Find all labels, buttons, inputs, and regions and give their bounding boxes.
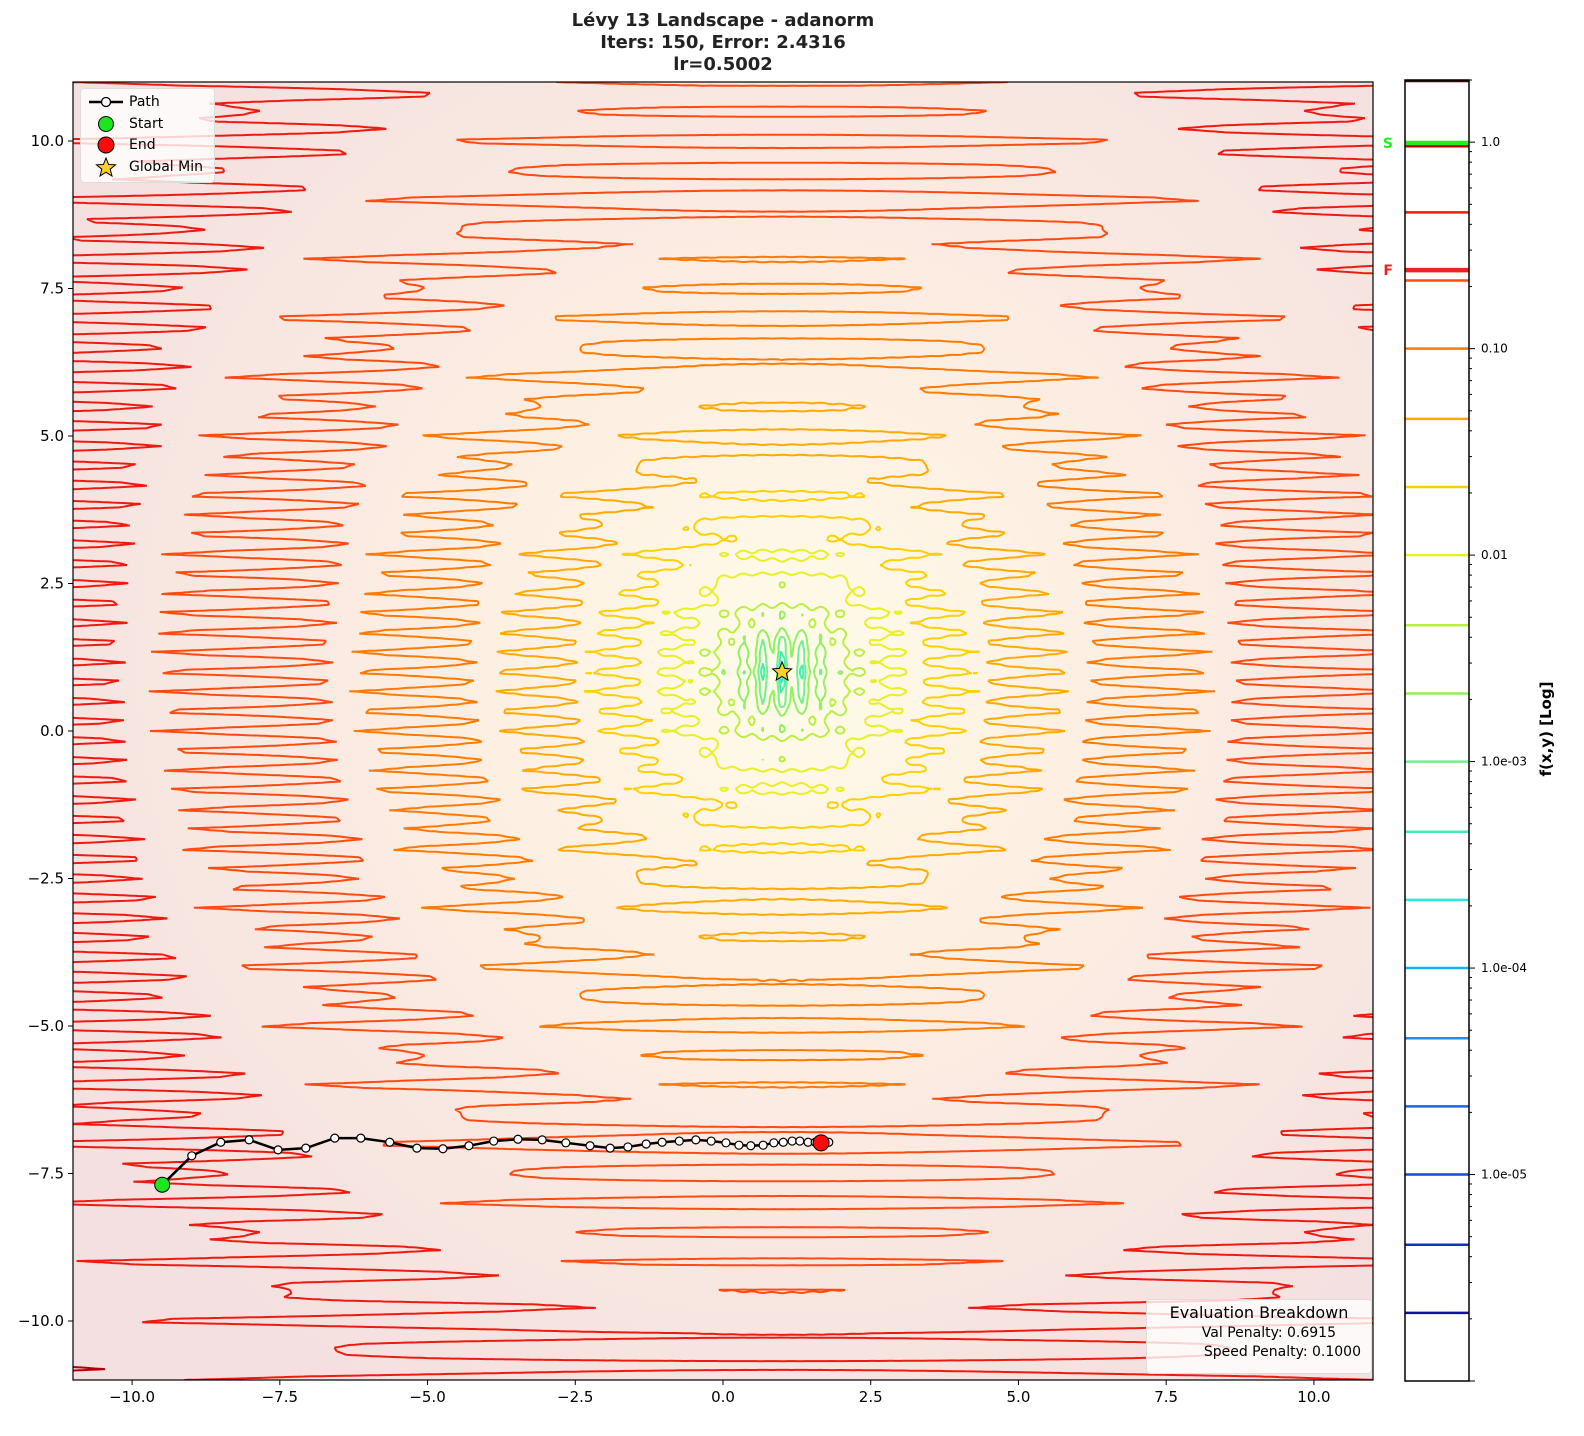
- contour-lines: [73, 82, 1373, 1380]
- colorbar-body: [1405, 80, 1469, 1381]
- colorbar: 1.0 0.10 0.01 1.0e-03 1.0e-04 1.0e-05 S F: [1383, 79, 1527, 1382]
- path-point: [674, 1136, 684, 1146]
- x-tick-label: −7.5: [262, 1388, 298, 1406]
- path-point: [513, 1134, 523, 1144]
- chart-title-line-2: Iters: 150, Error: 2.4316: [600, 32, 846, 53]
- path-point: [778, 1137, 788, 1147]
- path-point: [561, 1138, 571, 1148]
- contour-level-8: [742, 635, 823, 709]
- path-point: [691, 1135, 701, 1145]
- legend-path: Path: [89, 92, 160, 112]
- colorbar-tick-label: 1.0e-03: [1481, 755, 1527, 769]
- x-tick-label: 0.0: [711, 1388, 735, 1406]
- path-point: [301, 1143, 311, 1153]
- path-point: [641, 1139, 651, 1149]
- x-tick-label: 7.5: [1154, 1388, 1178, 1406]
- chart-title-line-3: lr=0.5002: [673, 54, 773, 75]
- path-point: [356, 1133, 366, 1143]
- contour-level-15: [148, 82, 1373, 1295]
- chart-title-line-1: Lévy 13 Landscape - adanorm: [571, 10, 875, 31]
- y-tick-label: −2.5: [28, 870, 64, 888]
- red-circle-icon: [97, 136, 115, 154]
- legend: Path Start End Global Min: [80, 88, 215, 183]
- evaluation-breakdown-box: Evaluation Breakdown Val Penalty: 0.6915…: [1146, 1299, 1372, 1374]
- y-tick-label: 2.5: [40, 575, 64, 593]
- y-tick-label: −10.0: [18, 1312, 64, 1330]
- colorbar-tick-label: 1.0e-04: [1481, 961, 1527, 975]
- contour-level-17: [73, 1366, 106, 1372]
- contour-level-12: [583, 489, 981, 855]
- evaluation-title: Evaluation Breakdown: [1169, 1303, 1349, 1322]
- path-point: [489, 1136, 499, 1146]
- path-point: [746, 1141, 756, 1151]
- path-point: [438, 1144, 448, 1154]
- path-point: [605, 1143, 615, 1153]
- optimizer-path: [154, 660, 834, 1193]
- path-point: [187, 1151, 197, 1161]
- colorbar-tick-label: 1.0: [1481, 135, 1500, 149]
- path-point: [330, 1133, 340, 1143]
- colorbar-tick-label: 0.01: [1481, 548, 1508, 562]
- path-point: [758, 1140, 768, 1150]
- path-point: [734, 1140, 744, 1150]
- y-tick-label: −7.5: [28, 1165, 64, 1183]
- path-point: [657, 1137, 667, 1147]
- green-circle-icon: [98, 116, 114, 132]
- global-min-star: [771, 660, 793, 682]
- contour-level-16: [73, 82, 1373, 1380]
- contour-level-11: [656, 548, 908, 796]
- x-tick-label: −5.0: [409, 1388, 445, 1406]
- x-tick-label: 10.0: [1297, 1388, 1330, 1406]
- legend-end: End: [89, 135, 156, 155]
- path-point: [385, 1137, 395, 1147]
- path-point: [795, 1136, 805, 1146]
- legend-start: Start: [89, 114, 163, 134]
- path-point: [412, 1143, 422, 1153]
- path-line-icon: [89, 96, 123, 108]
- colorbar-tick-label: 1.0e-05: [1481, 1168, 1527, 1182]
- colorbar-marker-label: S: [1383, 136, 1393, 152]
- contour-level-9: [721, 610, 844, 734]
- path-point: [623, 1142, 633, 1152]
- path-point: [721, 1138, 731, 1148]
- contour-level-13: [495, 401, 1069, 943]
- x-tick-label: −2.5: [557, 1388, 593, 1406]
- speed-penalty: Speed Penalty: 0.1000: [1203, 1344, 1361, 1360]
- path-point: [706, 1136, 716, 1146]
- path-point: [273, 1145, 283, 1155]
- legend-global-min: Global Min: [89, 157, 203, 177]
- contour-level-10: [698, 581, 867, 763]
- axes: −10.0 −7.5 −5.0 −2.5 0.0 2.5 5.0 7.5 10.0 10.0 7.5…: [18, 132, 1331, 1406]
- contour-level-14: [349, 255, 1216, 1089]
- path-point: [787, 1136, 797, 1146]
- star-icon: [95, 157, 117, 177]
- colorbar-tick-label: 0.10: [1481, 342, 1508, 356]
- colorbar-marker-label: F: [1383, 263, 1393, 279]
- path-point: [537, 1135, 547, 1145]
- y-tick-label: 7.5: [40, 280, 64, 298]
- y-tick-label: 0.0: [40, 722, 64, 740]
- plot-background: [73, 82, 1373, 1380]
- path-point: [585, 1141, 595, 1151]
- end-marker: [812, 1134, 830, 1152]
- x-tick-label: −10.0: [109, 1388, 155, 1406]
- path-point: [769, 1138, 779, 1148]
- y-tick-label: −5.0: [28, 1017, 64, 1035]
- path-point: [464, 1141, 474, 1151]
- path-point: [216, 1137, 226, 1147]
- x-tick-label: 2.5: [859, 1388, 883, 1406]
- start-marker: [154, 1176, 171, 1193]
- colorbar-frame: [1404, 79, 1470, 1382]
- contour-level-7: [760, 650, 805, 694]
- y-tick-label: 5.0: [40, 427, 64, 445]
- y-tick-label: 10.0: [31, 132, 64, 150]
- colorbar-label: f(x,y) [Log]: [1537, 681, 1555, 777]
- val-penalty: Val Penalty: 0.6915: [1201, 1325, 1336, 1341]
- path-point: [244, 1135, 254, 1145]
- x-tick-label: 5.0: [1007, 1388, 1031, 1406]
